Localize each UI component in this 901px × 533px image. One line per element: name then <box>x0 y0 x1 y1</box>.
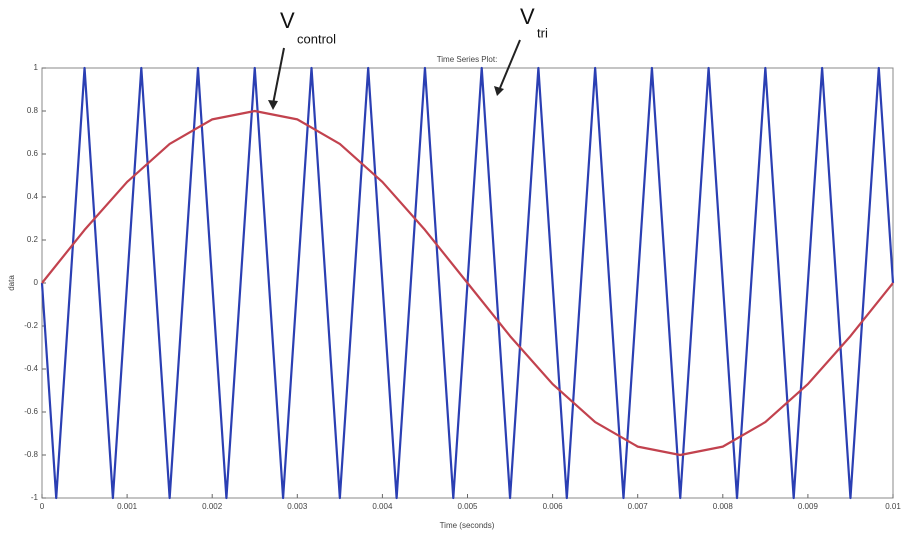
x-tick-label: 0.009 <box>798 502 819 511</box>
x-axis-label: Time (seconds) <box>440 521 495 530</box>
annotation-arrow <box>499 39 521 89</box>
x-tick-label: 0.002 <box>202 502 223 511</box>
annotation-arrow <box>272 47 285 105</box>
annotation-subscript: tri <box>537 25 548 40</box>
y-tick-label: -0.4 <box>24 364 38 373</box>
annotation-subscript: control <box>297 31 336 46</box>
annotation: V <box>280 8 295 33</box>
y-tick-label: -0.2 <box>24 321 38 330</box>
y-tick-label: -1 <box>31 493 39 502</box>
y-tick-label: 0.8 <box>27 106 39 115</box>
y-tick-label: 1 <box>34 63 39 72</box>
y-tick-label: -0.8 <box>24 450 38 459</box>
x-tick-label: 0.008 <box>713 502 734 511</box>
arrow-head <box>494 86 504 96</box>
y-tick-label: 0.2 <box>27 235 39 244</box>
y-tick-label: 0.6 <box>27 149 39 158</box>
x-tick-label: 0.004 <box>372 502 393 511</box>
y-axis-label: data <box>7 275 16 291</box>
y-tick-label: 0 <box>34 278 39 287</box>
series-line <box>41 109 894 457</box>
y-tick-label: -0.6 <box>24 407 38 416</box>
annotation: V <box>520 4 535 29</box>
arrow-head <box>268 100 278 110</box>
x-tick-label: 0 <box>40 502 45 511</box>
x-tick-label: 0.006 <box>543 502 564 511</box>
x-tick-label: 0.003 <box>287 502 308 511</box>
x-tick-label: 0.007 <box>628 502 649 511</box>
x-tick-label: 0.01 <box>885 502 901 511</box>
x-tick-label: 0.001 <box>117 502 138 511</box>
chart-title: Time Series Plot: <box>437 55 498 64</box>
y-tick-label: 0.4 <box>27 192 39 201</box>
x-tick-label: 0.005 <box>457 502 478 511</box>
